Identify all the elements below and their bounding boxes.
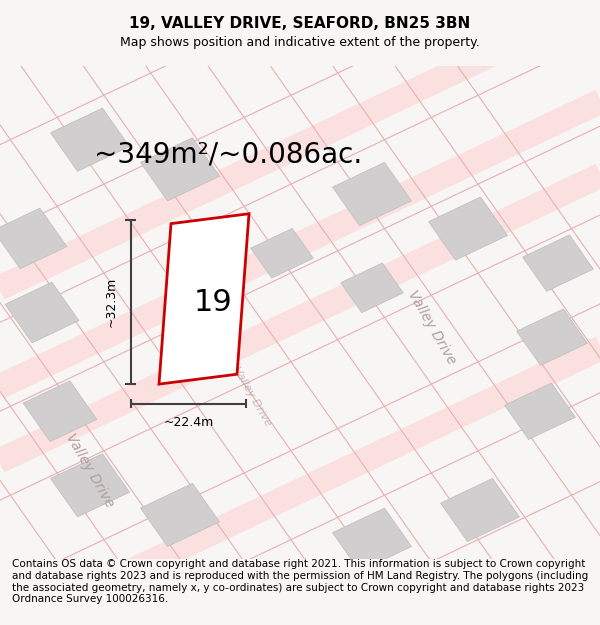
Bar: [23, 381, 97, 442]
Bar: [341, 263, 403, 312]
Bar: [505, 383, 575, 439]
Bar: [428, 197, 508, 260]
Text: Valley Drive: Valley Drive: [405, 288, 459, 367]
Bar: [140, 483, 220, 546]
Bar: [0, 208, 67, 269]
Bar: [523, 235, 593, 291]
Text: Valley Drive: Valley Drive: [63, 431, 117, 510]
Polygon shape: [159, 214, 249, 384]
Bar: [50, 454, 130, 517]
Bar: [517, 309, 587, 366]
Text: Contains OS data © Crown copyright and database right 2021. This information is : Contains OS data © Crown copyright and d…: [12, 559, 588, 604]
Bar: [440, 478, 520, 542]
Bar: [5, 282, 79, 343]
Bar: [332, 162, 412, 226]
Text: ~22.4m: ~22.4m: [163, 416, 214, 429]
Text: ~32.3m: ~32.3m: [104, 277, 118, 327]
Text: ~349m²/~0.086ac.: ~349m²/~0.086ac.: [94, 141, 362, 169]
Text: Map shows position and indicative extent of the property.: Map shows position and indicative extent…: [120, 36, 480, 49]
Text: Valley Drive: Valley Drive: [231, 365, 273, 428]
Text: 19: 19: [194, 288, 232, 317]
Bar: [332, 508, 412, 571]
Bar: [140, 138, 220, 201]
Text: 19, VALLEY DRIVE, SEAFORD, BN25 3BN: 19, VALLEY DRIVE, SEAFORD, BN25 3BN: [130, 16, 470, 31]
Bar: [50, 108, 130, 171]
Bar: [251, 228, 313, 278]
